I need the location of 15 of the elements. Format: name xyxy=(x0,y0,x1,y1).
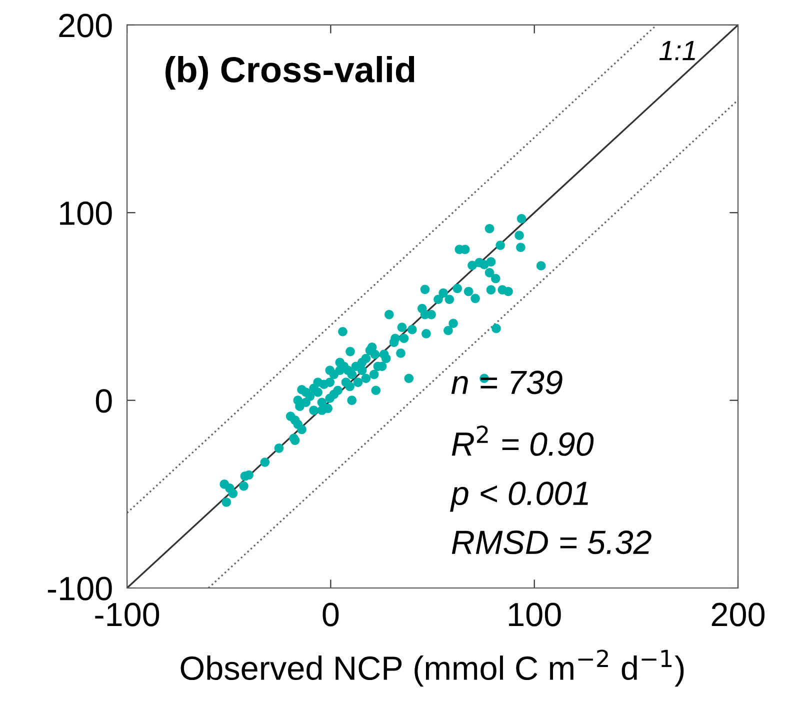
text: (b) Cross-valid xyxy=(165,56,414,90)
annotation: p < 0.001 xyxy=(450,482,588,512)
series-label: 1:1 xyxy=(659,41,695,60)
x-tick-label: 100 xyxy=(509,602,561,626)
x-tick-label: 0 xyxy=(322,602,339,626)
x-tick-label: 200 xyxy=(712,602,765,626)
x-tick-label: -100 xyxy=(95,602,160,626)
y-tick-label: 0 xyxy=(96,389,112,413)
annotation: RMSD = 5.32 xyxy=(452,530,652,554)
annotation: R$^{2}$ = 0.90 xyxy=(452,426,594,456)
x-axis-title: Observed NCP (mmol C m$^{−2}$ d$^{−1}$) xyxy=(180,650,684,687)
annotation: n = 739 xyxy=(451,370,562,394)
y-tick-label: 100 xyxy=(60,201,112,226)
y-tick-label: -100 xyxy=(48,576,112,600)
y-tick-label: 200 xyxy=(59,14,112,38)
